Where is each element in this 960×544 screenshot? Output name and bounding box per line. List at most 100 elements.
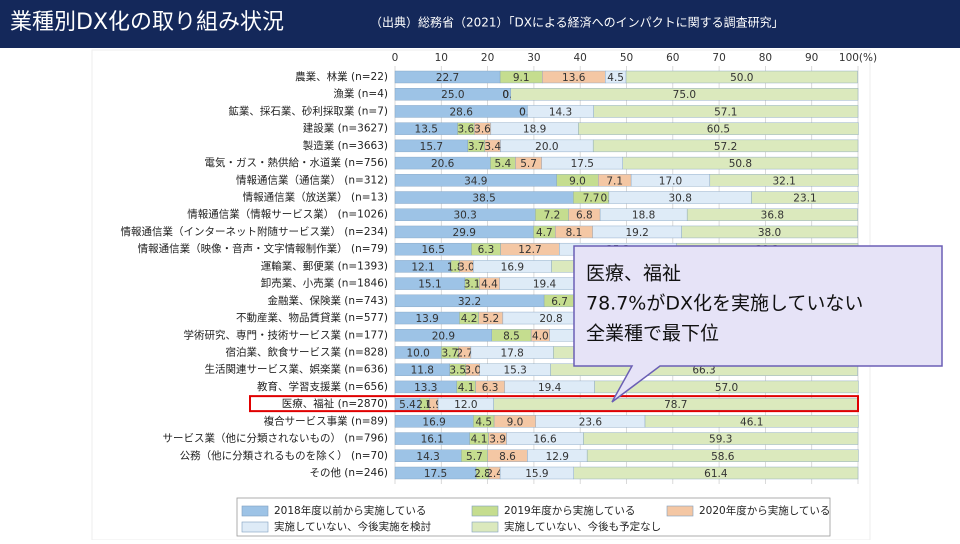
x-tick-label: 60 — [666, 52, 679, 64]
legend-label: 2019年度から実施している — [504, 504, 635, 517]
value-label: 15.9 — [525, 468, 548, 480]
value-label: 9.0 — [507, 416, 524, 428]
value-label: 46.1 — [740, 416, 763, 428]
value-label: 20.9 — [432, 330, 455, 342]
value-label: 57.1 — [714, 106, 737, 118]
value-label: 18.8 — [632, 210, 655, 222]
category-label: 公務（他に分類されるものを除く） (n=70) — [180, 449, 388, 462]
value-label: 4.1 — [458, 382, 475, 394]
bar-segment — [594, 380, 859, 394]
value-label: 23.6 — [579, 416, 603, 428]
category-label: 情報通信業（映像・音声・文字情報制作業） (n=79) — [138, 242, 388, 255]
value-label: 57.0 — [715, 382, 738, 394]
legend-swatch — [241, 505, 269, 517]
value-label: 16.6 — [533, 434, 557, 446]
x-tick-label: 80 — [759, 52, 772, 64]
bar-segment — [686, 208, 858, 221]
bar-segment — [593, 105, 859, 118]
value-label: 3.7 — [442, 347, 459, 359]
value-label: 13.3 — [414, 382, 437, 394]
value-label: 3.0 — [464, 365, 481, 377]
value-label: 4.0 — [532, 330, 549, 342]
callout-line: 医療、福祉 — [586, 263, 681, 285]
value-label: 3.1 — [464, 279, 481, 291]
category-label: 不動産業、物品賃貸業 (n=577) — [236, 311, 388, 324]
category-label: 複合サービス事業 (n=89) — [264, 414, 388, 427]
bar-segment — [592, 139, 859, 153]
value-label: 4.7 — [536, 227, 553, 239]
title-bar — [0, 0, 960, 48]
value-label: 3.6 — [474, 124, 491, 136]
x-tick-label: 20 — [481, 52, 494, 64]
value-label: 14.3 — [416, 451, 439, 463]
value-label: 17.5 — [424, 468, 447, 480]
value-label: 13.9 — [415, 313, 438, 325]
legend-frame — [236, 497, 831, 537]
value-label: 38.5 — [472, 193, 495, 205]
slide-title: 業種別DX化の取り組み状況 — [10, 10, 284, 35]
value-label: 4.2 — [461, 313, 478, 325]
value-label: 4.5 — [607, 72, 624, 84]
x-tick-label: 40 — [574, 52, 587, 64]
x-tick-label: 100(%) — [839, 52, 877, 64]
value-label: 58.6 — [711, 451, 735, 463]
category-label: 学術研究、専門・技術サービス業 (n=177) — [183, 328, 388, 341]
category-label: 建設業 (n=3627) — [303, 122, 388, 135]
value-label: 9.1 — [513, 72, 530, 84]
category-label: 情報通信業（通信業） (n=312) — [236, 173, 388, 186]
value-label: 16.9 — [422, 416, 445, 428]
value-label: 5.4 — [399, 399, 416, 411]
callout-line: 全業種で最下位 — [586, 323, 719, 345]
x-tick-label: 70 — [712, 52, 725, 64]
value-label: 8.1 — [566, 227, 583, 239]
value-label: 22.7 — [436, 72, 459, 84]
highlight-box — [249, 395, 859, 413]
category-label: 卸売業、小売業 (n=1846) — [261, 277, 388, 290]
value-label: 3.6 — [457, 124, 474, 136]
category-label: 情報通信業（インターネット附随サービス業） (n=234) — [120, 225, 388, 238]
value-label: 13.6 — [562, 72, 586, 84]
value-label: 3.9 — [489, 434, 506, 446]
value-label: 2.7 — [456, 347, 473, 359]
value-label: 57.2 — [714, 141, 737, 153]
plot: 0 10 20 30 40 50 60 70 80 90 100(%) 農業、林業 (n=22) 22.… — [120, 52, 877, 484]
legend-label: 実施していない、今後実施を検討 — [274, 520, 431, 533]
bar-segment — [681, 225, 858, 239]
value-label: 78.7 — [664, 399, 687, 411]
value-label: 15.3 — [503, 365, 526, 377]
legend-label: 実施していない、今後も予定なし — [504, 520, 661, 533]
category-label: 製造業 (n=3663) — [303, 139, 388, 152]
value-label: 4.4 — [481, 279, 498, 291]
value-label: 3.0 — [458, 261, 475, 273]
value-label: 3.4 — [484, 141, 501, 153]
value-label: 29.9 — [453, 227, 476, 239]
legend: 2018年度以前から実施している 2019年度から実施している 2020年度から実施… — [241, 504, 830, 533]
value-label: 2.0 — [416, 399, 433, 411]
bar-segment — [709, 174, 859, 187]
value-label: 19.4 — [538, 382, 562, 394]
value-label: 9.0 — [569, 175, 586, 187]
legend-swatch — [666, 505, 694, 517]
category-label: 漁業 (n=4) — [333, 87, 388, 100]
value-label: 15.7 — [420, 141, 443, 153]
value-label: 19.4 — [533, 279, 557, 291]
category-label: 教育、学習支援業 (n=656) — [257, 380, 388, 393]
category-label: その他 (n=246) — [309, 466, 388, 479]
value-label: 10.0 — [406, 347, 429, 359]
legend-label: 2020年度から実施している — [699, 504, 830, 517]
value-label: 36.8 — [761, 210, 784, 222]
category-label: 金融業、保険業 (n=743) — [267, 294, 388, 307]
value-label: 17.8 — [500, 347, 523, 359]
bar-segment — [622, 156, 859, 170]
value-label: 5.7 — [520, 158, 537, 170]
value-label: 2.8 — [474, 468, 491, 480]
value-label: 4.1 — [471, 434, 488, 446]
value-label: 11.8 — [411, 365, 434, 377]
value-label: 50.8 — [729, 158, 752, 170]
value-label: 6.7 — [551, 296, 568, 308]
x-tick-label: 0 — [392, 52, 399, 64]
callout-line: 78.7%がDX化を実施していない — [586, 293, 863, 315]
value-label: 7.7 — [583, 193, 600, 205]
value-label: 60.5 — [707, 124, 730, 136]
